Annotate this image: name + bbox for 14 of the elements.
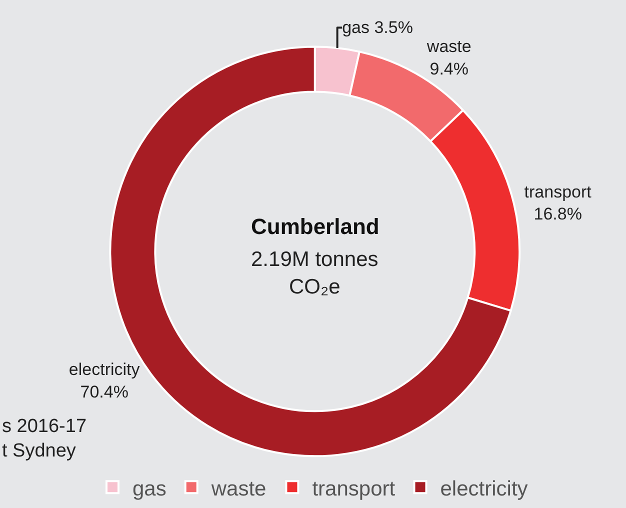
data-label: 16.8%: [534, 204, 582, 224]
legend-label: transport: [312, 477, 396, 500]
legend-label: electricity: [440, 477, 528, 500]
text: 2.19M tonnes CO₂e: [251, 248, 378, 298]
slice-label: electricity: [68, 360, 140, 380]
slice-label: transport: [524, 182, 592, 202]
legend-label: gas: [132, 477, 166, 500]
legend-label: waste: [210, 477, 266, 500]
data-label: 70.4%: [80, 382, 128, 402]
data-label: 9.4%: [430, 59, 469, 78]
slice-label: waste: [426, 37, 472, 56]
category-label: gas 3.5%: [342, 18, 413, 38]
text: Cumberland: [251, 214, 380, 239]
text: s 2016-17 t Sydney: [2, 416, 87, 462]
